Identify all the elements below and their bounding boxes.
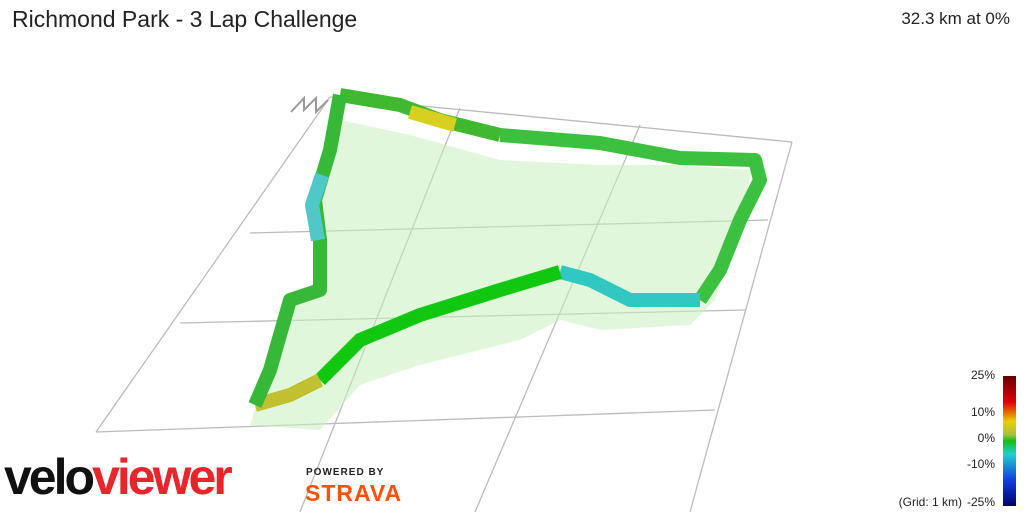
- logo-velo: velo: [4, 449, 95, 505]
- summary: 32.3 km at 0%: [901, 9, 1010, 28]
- scale-label: 0%: [977, 431, 995, 445]
- gradient-scale: [1003, 376, 1016, 506]
- scale-label: 10%: [970, 405, 995, 419]
- route-shadow: [250, 120, 752, 430]
- powered-by: POWERED BY: [306, 467, 385, 478]
- title: Richmond Park - 3 Lap Challenge: [12, 6, 358, 32]
- scale-label: 25%: [970, 368, 995, 382]
- scale-label: -25%: [966, 495, 995, 509]
- route: [248, 88, 767, 412]
- strava-logo: STRAVA: [305, 480, 403, 506]
- north-arrow: [290, 95, 329, 115]
- logo-viewer: viewer: [92, 449, 233, 505]
- grid-note: (Grid: 1 km): [898, 495, 962, 509]
- logo: veloviewer: [4, 448, 233, 506]
- scale-label: -10%: [966, 457, 995, 471]
